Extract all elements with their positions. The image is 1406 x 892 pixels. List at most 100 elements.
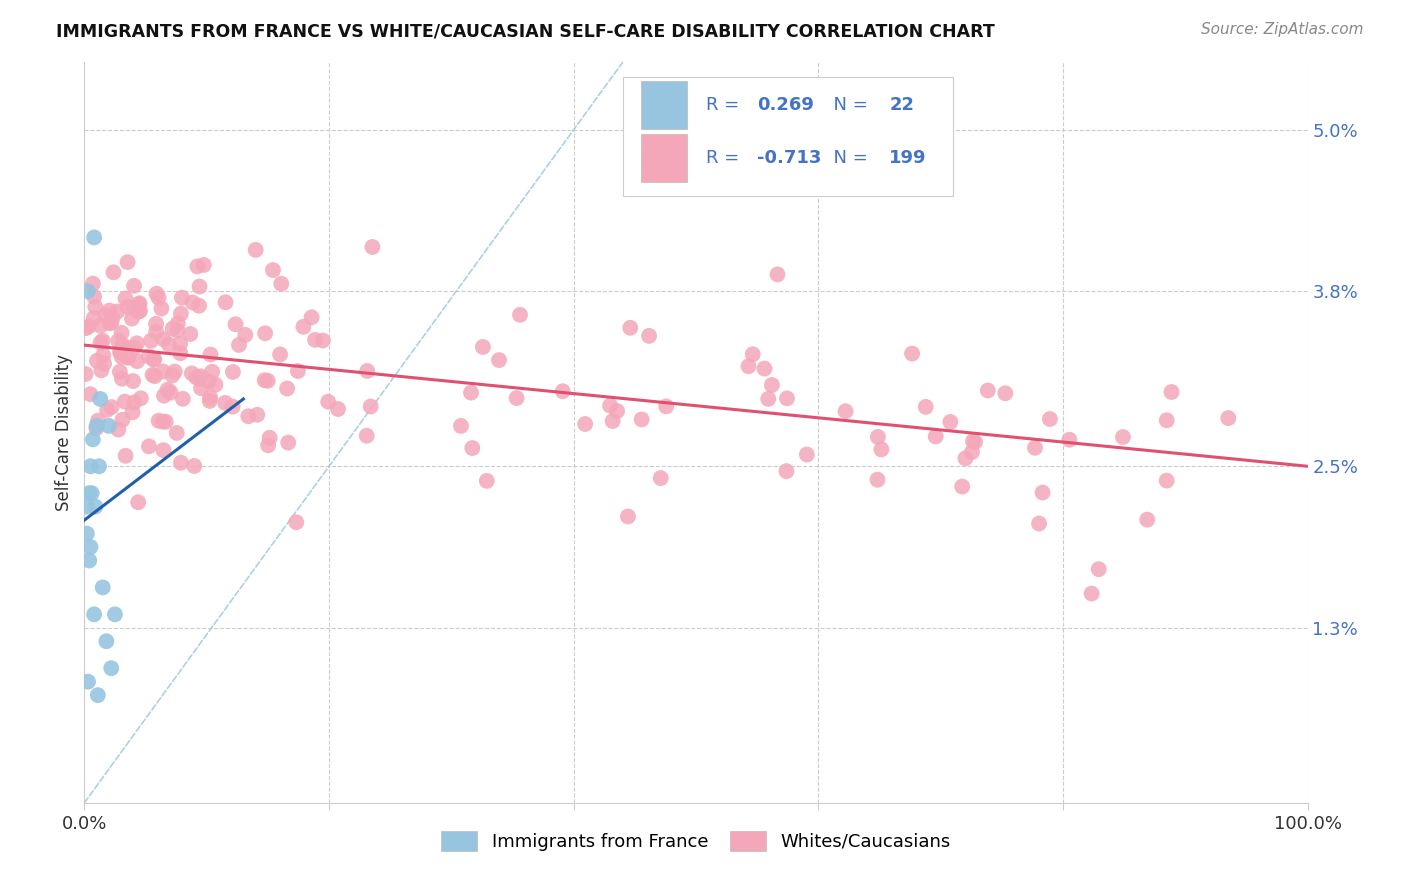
Point <box>574 417 596 431</box>
Point <box>90 363 112 377</box>
Point <box>356 429 378 443</box>
Point <box>152 443 174 458</box>
Point <box>91 348 114 362</box>
Point <box>606 404 628 418</box>
Point <box>181 295 204 310</box>
Point <box>914 400 936 414</box>
Point <box>222 365 245 379</box>
Point <box>1024 441 1046 455</box>
Point <box>155 415 177 429</box>
Point <box>326 402 349 417</box>
Point <box>775 464 797 478</box>
Point <box>143 369 166 384</box>
Point <box>101 310 124 325</box>
Point <box>1136 513 1159 527</box>
Point <box>100 400 122 414</box>
Point <box>100 661 122 675</box>
Point <box>312 334 335 348</box>
Point <box>111 372 134 386</box>
Point <box>179 326 201 341</box>
Point <box>630 412 652 426</box>
Point <box>655 400 678 414</box>
Point <box>262 263 284 277</box>
Point <box>122 278 145 293</box>
Point <box>754 361 776 376</box>
Point <box>188 299 211 313</box>
Point <box>1160 384 1182 399</box>
Point <box>269 347 291 361</box>
Point <box>114 449 136 463</box>
Point <box>602 414 624 428</box>
Point <box>200 347 222 361</box>
Point <box>1156 413 1178 427</box>
Point <box>233 327 256 342</box>
Point <box>955 451 977 466</box>
Point <box>1059 433 1081 447</box>
Point <box>304 333 326 347</box>
Point <box>84 500 107 514</box>
Point <box>1080 586 1102 600</box>
Point <box>103 265 125 279</box>
Point <box>776 392 799 406</box>
Point <box>115 350 138 364</box>
Point <box>82 277 104 291</box>
Point <box>121 405 143 419</box>
Point <box>939 415 962 429</box>
Point <box>100 316 122 330</box>
Point <box>98 316 121 330</box>
Point <box>89 392 111 406</box>
Text: N =: N = <box>823 149 873 168</box>
Point <box>152 332 174 346</box>
Point <box>360 400 382 414</box>
Point <box>190 369 212 384</box>
Point <box>128 304 150 318</box>
Point <box>225 318 247 332</box>
Point <box>617 509 640 524</box>
Text: R =: R = <box>706 149 745 168</box>
Point <box>170 291 193 305</box>
Point <box>129 391 152 405</box>
Point <box>301 310 323 325</box>
Point <box>950 479 973 493</box>
Point <box>287 364 309 378</box>
Point <box>105 304 128 318</box>
Point <box>256 374 278 388</box>
Point <box>169 336 191 351</box>
Point <box>150 301 173 316</box>
Point <box>166 324 188 338</box>
Point <box>183 458 205 473</box>
Point <box>316 394 339 409</box>
Point <box>925 429 948 443</box>
Point <box>169 346 191 360</box>
Point <box>76 500 98 514</box>
Point <box>83 230 105 244</box>
Point <box>90 335 112 350</box>
Point <box>77 674 100 689</box>
Point <box>86 354 108 368</box>
Point <box>145 317 167 331</box>
Point <box>551 384 574 399</box>
Point <box>170 307 193 321</box>
Point <box>356 364 378 378</box>
Point <box>107 423 129 437</box>
Point <box>159 385 181 400</box>
Point <box>83 607 105 622</box>
Point <box>87 414 110 428</box>
Point <box>163 365 186 379</box>
Point <box>94 308 117 322</box>
Point <box>145 325 167 339</box>
Point <box>114 394 136 409</box>
Point <box>141 368 163 382</box>
Point <box>756 392 779 406</box>
Point <box>238 409 260 424</box>
Point <box>86 418 108 433</box>
Text: 22: 22 <box>889 96 914 114</box>
Point <box>198 394 221 409</box>
Point <box>834 404 856 418</box>
Point <box>228 338 250 352</box>
Point <box>79 459 101 474</box>
Point <box>1218 411 1240 425</box>
Point <box>75 321 97 335</box>
Point <box>127 495 149 509</box>
Point <box>599 399 621 413</box>
